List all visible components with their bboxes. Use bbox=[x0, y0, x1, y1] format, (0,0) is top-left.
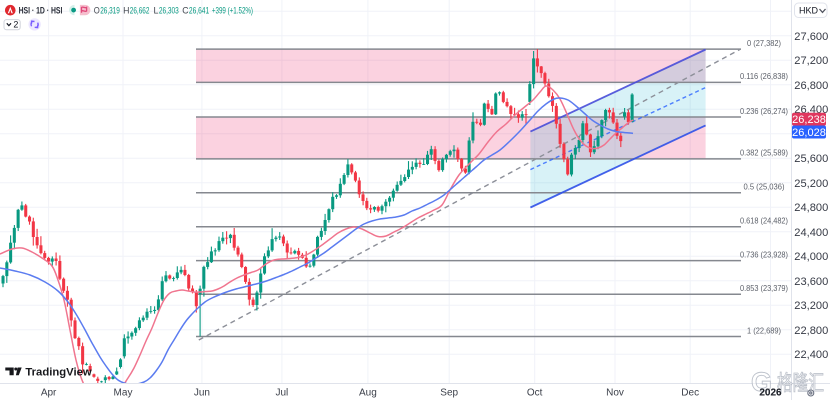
svg-text:C: C bbox=[182, 5, 189, 15]
svg-text:Dec: Dec bbox=[681, 388, 699, 399]
svg-text:22,400: 22,400 bbox=[794, 349, 828, 361]
svg-text:G: G bbox=[751, 367, 772, 397]
svg-text:26,238: 26,238 bbox=[792, 114, 826, 126]
svg-text:2026: 2026 bbox=[759, 388, 782, 399]
svg-text:0.382 (25,589): 0.382 (25,589) bbox=[740, 148, 788, 158]
svg-text:格隆汇: 格隆汇 bbox=[777, 372, 824, 395]
svg-text:0 (27,382): 0 (27,382) bbox=[747, 38, 781, 48]
svg-text:26,028: 26,028 bbox=[792, 127, 826, 139]
svg-text:L: L bbox=[154, 5, 159, 15]
svg-text:25,200: 25,200 bbox=[794, 178, 828, 190]
svg-text:Aug: Aug bbox=[359, 388, 377, 399]
svg-text:0.618 (24,482): 0.618 (24,482) bbox=[740, 216, 788, 226]
svg-text:26,800: 26,800 bbox=[794, 80, 828, 92]
svg-text:+399 (+1.52%): +399 (+1.52%) bbox=[212, 5, 253, 15]
svg-text:Oct: Oct bbox=[527, 388, 543, 399]
svg-text:HKD: HKD bbox=[799, 6, 819, 16]
svg-text:26,319: 26,319 bbox=[100, 5, 120, 15]
svg-text:24,000: 24,000 bbox=[794, 251, 828, 263]
svg-text:Nov: Nov bbox=[606, 388, 624, 399]
svg-text:HSI · 1D · HSI: HSI · 1D · HSI bbox=[19, 6, 63, 17]
svg-text:23,600: 23,600 bbox=[794, 276, 828, 288]
svg-text:27,200: 27,200 bbox=[794, 55, 828, 67]
svg-text:0.853 (23,379): 0.853 (23,379) bbox=[740, 283, 788, 293]
svg-text:0.736 (23,928): 0.736 (23,928) bbox=[740, 250, 788, 260]
svg-text:Sep: Sep bbox=[440, 388, 458, 399]
svg-text:25,600: 25,600 bbox=[794, 153, 828, 165]
svg-text:26,662: 26,662 bbox=[130, 5, 150, 15]
svg-text:0.116 (26,838): 0.116 (26,838) bbox=[740, 71, 788, 81]
svg-text:May: May bbox=[114, 388, 133, 399]
svg-text:1 (22,689): 1 (22,689) bbox=[747, 325, 781, 335]
svg-text:24,400: 24,400 bbox=[794, 227, 828, 239]
svg-text:2026: 2026 bbox=[759, 388, 782, 399]
svg-text:Jun: Jun bbox=[194, 388, 210, 399]
svg-text:TradingView: TradingView bbox=[25, 366, 92, 378]
svg-text:22,800: 22,800 bbox=[794, 325, 828, 337]
svg-text:23,200: 23,200 bbox=[794, 300, 828, 312]
svg-text:26,303: 26,303 bbox=[159, 5, 179, 15]
svg-text:O: O bbox=[94, 5, 100, 15]
svg-text:27,600: 27,600 bbox=[794, 31, 828, 43]
svg-text:H: H bbox=[123, 5, 129, 15]
svg-text:Apr: Apr bbox=[41, 388, 57, 399]
svg-text:2: 2 bbox=[13, 20, 18, 30]
svg-text:24,800: 24,800 bbox=[794, 202, 828, 214]
svg-text:0.236 (26,274): 0.236 (26,274) bbox=[740, 106, 788, 116]
svg-text:26,641: 26,641 bbox=[189, 5, 209, 15]
svg-text:0.5 (25,036): 0.5 (25,036) bbox=[744, 182, 785, 192]
svg-text:Jul: Jul bbox=[276, 388, 289, 399]
